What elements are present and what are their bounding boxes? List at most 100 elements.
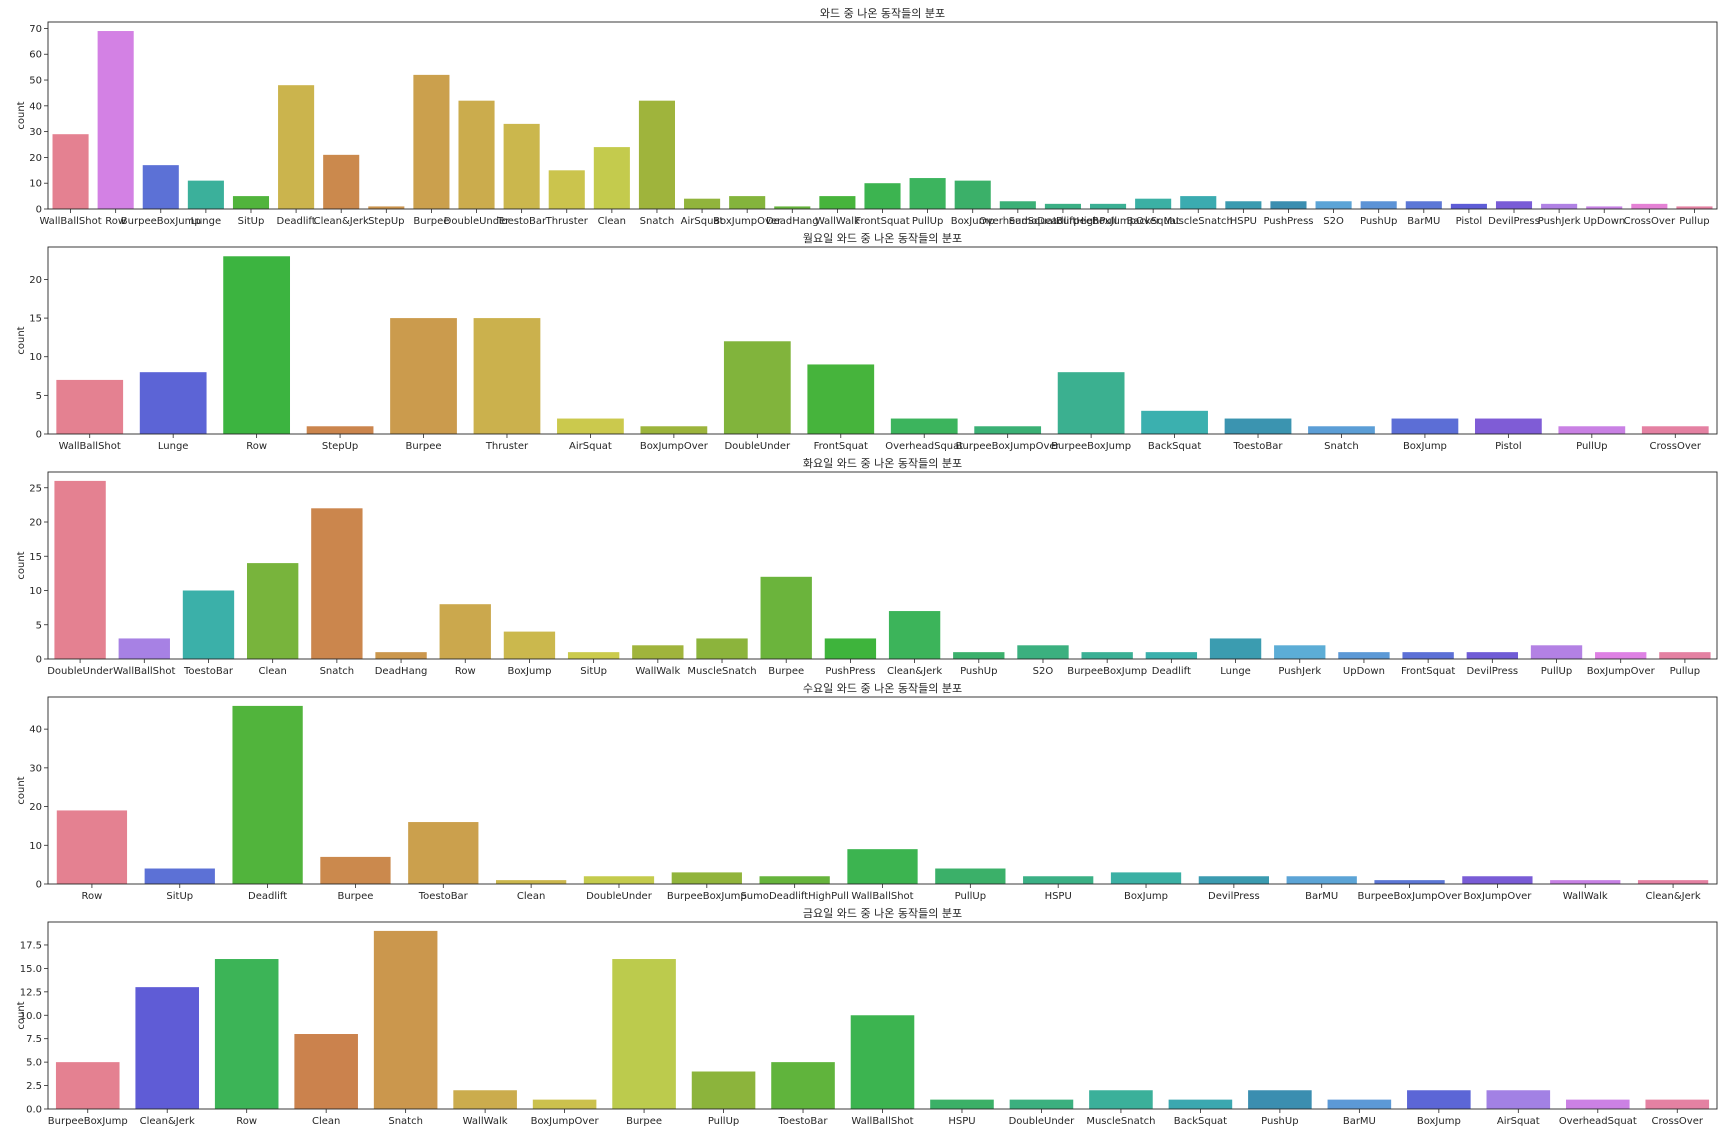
bar-BurpeeBoxJumpOver [1374,880,1445,884]
bar-AirSquat [1486,1090,1551,1109]
bar-PullUp [691,1071,756,1109]
y-tick-label: 50 [29,76,42,87]
x-tick-label: Lunge [1220,666,1251,677]
x-tick-label: MuscleSnatch [687,666,756,677]
x-tick-label: Pistol [1495,441,1522,452]
y-tick-label: 30 [29,127,42,138]
bar-StepUp [306,426,374,434]
y-tick-label: 10 [29,586,42,597]
x-tick-label: Clean [598,216,626,227]
chart-title: 수요일 와드 중 나온 동작들의 분포 [803,681,962,695]
plot-frame [47,921,1718,1110]
x-tick-label: Lunge [158,441,189,452]
bar-Deadlift [278,85,315,209]
bar-BackSquat [1135,198,1172,209]
bar-BoxJump [1391,418,1459,434]
y-axis-label: count [16,101,27,129]
plot-frame [47,21,1718,210]
x-tick-label: Row [246,441,267,452]
plot-frame [47,246,1718,435]
x-tick-label: BurpeeBoxJump [667,891,747,902]
bar-Row [56,810,128,884]
bar-SitUp [567,652,620,659]
x-tick-label: BurpeeBoxJump [121,216,201,227]
bar-BurpeeBoxJump [1081,652,1133,659]
x-tick-label: WallBallShot [59,441,121,452]
bar-FrontSquat [807,364,875,434]
y-tick-label: 20 [29,802,42,813]
bar-OverheadSquat [1565,1099,1630,1109]
bar-Lunge [1209,638,1262,659]
x-tick-label: OverheadSquat [1559,1116,1637,1127]
x-tick-label: Row [105,216,126,227]
bar-MuscleSnatch [1089,1090,1153,1109]
x-tick-label: BoxJump [1403,441,1447,452]
bar-BurpeeBoxJump [55,1062,120,1109]
bar-DoubleUnder [458,100,495,209]
bar-Snatch [373,930,438,1109]
bar-BoxJumpOver [640,426,708,434]
bar-BarMU [1286,876,1357,884]
x-tick-label: DevilPress [1208,891,1260,902]
bar-UpDown [1338,652,1390,659]
y-tick-label: 7.5 [26,1034,42,1045]
chart-title: 화요일 와드 중 나온 동작들의 분포 [803,456,962,470]
bar-CrossOver [1631,203,1668,209]
bar-Clean&Jerk [135,987,200,1109]
y-tick-label: 70 [29,24,42,35]
x-tick-label: PullUp [1576,441,1607,452]
x-tick-label: DoubleUnder [1009,1116,1076,1127]
bar-Deadlift [1145,652,1198,659]
x-tick-label: StepUp [368,216,404,227]
bar-FrontSquat [864,183,901,209]
y-tick-label: 20 [29,518,42,529]
x-tick-label: SumoDeadliftHighPull [1009,216,1117,227]
y-tick-label: 10 [29,841,42,852]
x-tick-label: Burpee [413,216,449,227]
x-tick-label: UpDown [1583,216,1625,227]
bar-Clean&Jerk [888,611,941,659]
bar-DoubleUnder [583,876,655,884]
x-tick-label: Clean [258,666,286,677]
x-tick-label: BurpeeBoxJumpOver [1358,891,1463,902]
bar-MuscleSnatch [696,638,748,659]
x-tick-label: PushJerk [1278,666,1321,677]
x-tick-label: CrossOver [1650,441,1702,452]
bar-CrossOver [1645,1099,1710,1109]
x-tick-label: WallWalk [815,216,860,227]
x-tick-label: DevilPress [1466,666,1518,677]
x-tick-label: BurpeeBoxJumpOver [956,441,1061,452]
x-tick-label: BackSquat [1148,441,1201,452]
x-tick-label: Row [82,891,103,902]
x-tick-label: PushPress [825,666,875,677]
x-tick-label: HSPU [1045,891,1072,902]
bar-S2O [1017,645,1069,659]
bar-WallBallShot [118,638,170,659]
chart-title: 와드 중 나온 동작들의 분포 [820,7,945,20]
y-tick-label: 5 [36,620,42,631]
x-tick-label: DoubleUnder [444,216,511,227]
bar-PullUp [1530,645,1583,659]
y-axis-label: count [16,551,27,579]
x-tick-label: CrossOver [1652,1116,1704,1127]
bar-PushPress [1270,201,1307,209]
bar-Clean&Jerk [1637,880,1709,884]
x-tick-label: S2O [1033,666,1054,677]
bar-Burpee [390,318,457,434]
x-tick-label: ToestoBar [183,666,234,677]
bar-HSPU [1023,876,1094,884]
x-tick-label: BurpeeBoxJump [1051,441,1131,452]
x-tick-label: DoubleUnder [724,441,791,452]
bar-Burpee [612,959,676,1109]
bar-WallBallShot [56,379,124,434]
x-tick-label: AirSquat [1497,1116,1540,1127]
y-tick-label: 17.5 [20,940,42,951]
y-tick-label: 20 [29,153,42,164]
x-tick-label: Pistol [1456,216,1483,227]
bar-PushJerk [1274,645,1326,659]
x-tick-label: BackSquat [1126,216,1179,227]
bar-PushJerk [1541,203,1578,209]
x-tick-label: AirSquat [681,216,724,227]
bar-PushUp [1248,1090,1312,1109]
